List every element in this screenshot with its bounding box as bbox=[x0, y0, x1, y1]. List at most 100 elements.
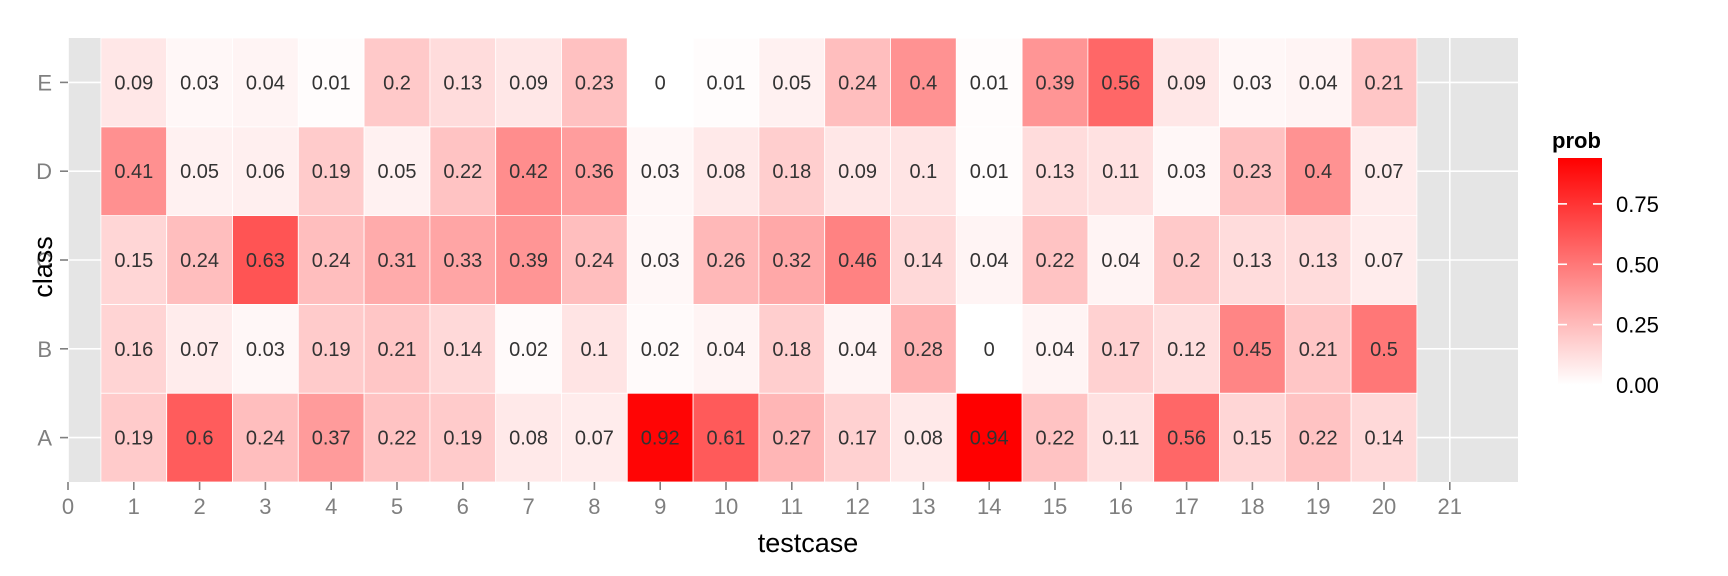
cell-value-label: 0.22 bbox=[1299, 428, 1338, 450]
x-axis-title: testcase bbox=[758, 528, 859, 558]
heatmap-cell bbox=[1350, 126, 1418, 217]
heatmap-cell bbox=[100, 37, 168, 128]
x-tick-label: 14 bbox=[977, 494, 1001, 519]
heatmap-cell bbox=[561, 215, 628, 305]
heatmap-cell bbox=[824, 37, 891, 128]
cell-value-label: 0.22 bbox=[443, 161, 482, 183]
cell-value-label: 0.09 bbox=[509, 72, 548, 94]
y-tick-label: B bbox=[37, 337, 52, 362]
cell-value-label: 0.26 bbox=[707, 250, 746, 272]
cell-value-label: 0.21 bbox=[1365, 72, 1404, 94]
heatmap-cell bbox=[1153, 126, 1220, 217]
cell-value-label: 0.56 bbox=[1167, 428, 1206, 450]
heatmap-tiles bbox=[100, 37, 1418, 483]
cell-value-label: 0.31 bbox=[378, 250, 417, 272]
heatmap-cell bbox=[100, 303, 168, 394]
cell-value-label: 0.03 bbox=[180, 72, 219, 94]
x-tick-label: 20 bbox=[1372, 494, 1396, 519]
legend-colorbar bbox=[1558, 158, 1602, 385]
cell-value-label: 0.63 bbox=[246, 250, 285, 272]
heatmap-cell bbox=[955, 303, 1023, 394]
x-tick-label: 10 bbox=[714, 494, 738, 519]
heatmap-cell bbox=[692, 126, 760, 217]
heatmap-cell bbox=[1350, 215, 1418, 305]
cell-value-label: 0.08 bbox=[509, 428, 548, 450]
cell-value-label: 0.01 bbox=[970, 72, 1009, 94]
heatmap-cell bbox=[363, 126, 431, 217]
heatmap-cell bbox=[1284, 126, 1352, 217]
heatmap-cell bbox=[297, 126, 365, 217]
cell-value-label: 0.07 bbox=[575, 428, 614, 450]
heatmap-cell bbox=[561, 126, 628, 217]
y-tick-label: C bbox=[36, 248, 52, 273]
x-tick-label: 0 bbox=[62, 494, 74, 519]
cell-value-label: 0.19 bbox=[312, 161, 351, 183]
heatmap-cell bbox=[890, 303, 957, 394]
cell-value-label: 0.56 bbox=[1101, 72, 1140, 94]
heatmap-cell bbox=[166, 303, 233, 394]
cell-value-label: 0.04 bbox=[1299, 72, 1338, 94]
cell-value-label: 0.36 bbox=[575, 161, 614, 183]
heatmap-cell bbox=[1087, 37, 1155, 128]
cell-value-label: 0.18 bbox=[772, 161, 811, 183]
cell-value-label: 0.05 bbox=[180, 161, 219, 183]
cell-value-label: 0.18 bbox=[772, 339, 811, 361]
cell-value-label: 0.13 bbox=[443, 72, 482, 94]
cell-value-label: 0.39 bbox=[1036, 72, 1075, 94]
heatmap-cell bbox=[758, 126, 826, 217]
heatmap-cell bbox=[1219, 37, 1286, 128]
heatmap-cell bbox=[1087, 126, 1155, 217]
cell-value-label: 0.32 bbox=[772, 250, 811, 272]
cell-value-label: 0.09 bbox=[114, 72, 153, 94]
heatmap-cell bbox=[1350, 392, 1418, 483]
heatmap-cell bbox=[100, 126, 168, 217]
heatmap-cell bbox=[626, 215, 694, 305]
heatmap-cell bbox=[890, 37, 957, 128]
x-axis: 0 1 2 3 4 5 6 7 8 9 10 11 12 13 14 15 16 17 18 19 20 21 bbox=[62, 482, 1462, 519]
heatmap-cell bbox=[1350, 37, 1418, 128]
x-tick-label: 18 bbox=[1240, 494, 1264, 519]
cell-value-label: 0.01 bbox=[970, 161, 1009, 183]
heatmap-cell bbox=[297, 215, 365, 305]
cell-value-label: 0.22 bbox=[1036, 250, 1075, 272]
cell-value-label: 0.13 bbox=[1299, 250, 1338, 272]
x-tick-label: 7 bbox=[522, 494, 534, 519]
heatmap-cell bbox=[626, 126, 694, 217]
heatmap-cell bbox=[955, 37, 1023, 128]
x-tick-label: 16 bbox=[1109, 494, 1133, 519]
cell-value-label: 0.4 bbox=[1304, 161, 1332, 183]
cell-value-label: 0.2 bbox=[1173, 250, 1201, 272]
heatmap-cell bbox=[363, 37, 431, 128]
heatmap-cell bbox=[758, 303, 826, 394]
heatmap-cell bbox=[824, 303, 891, 394]
heatmap-cell bbox=[1021, 37, 1089, 128]
x-tick-label: 5 bbox=[391, 494, 403, 519]
heatmap-cell bbox=[363, 392, 431, 483]
heatmap-cell bbox=[232, 126, 299, 217]
heatmap-cell bbox=[890, 392, 957, 483]
heatmap-cell bbox=[955, 215, 1023, 305]
cell-value-label: 0.12 bbox=[1167, 339, 1206, 361]
cell-value-label: 0.13 bbox=[1233, 250, 1272, 272]
legend-tick-label: 0.50 bbox=[1616, 252, 1659, 277]
heatmap-cell bbox=[1021, 126, 1089, 217]
cell-value-label: 0.16 bbox=[114, 339, 153, 361]
heatmap-cell bbox=[692, 303, 760, 394]
cell-value-label: 0.01 bbox=[312, 72, 351, 94]
cell-value-label: 0.09 bbox=[838, 161, 877, 183]
cell-value-label: 0.02 bbox=[509, 339, 548, 361]
cell-value-label: 0.03 bbox=[641, 250, 680, 272]
cell-value-label: 0.04 bbox=[970, 250, 1009, 272]
heatmap-cell bbox=[232, 392, 299, 483]
heatmap-cell bbox=[1284, 303, 1352, 394]
x-tick-label: 4 bbox=[325, 494, 337, 519]
cell-value-label: 0.21 bbox=[1299, 339, 1338, 361]
cell-value-label: 0.1 bbox=[909, 161, 937, 183]
x-tick-label: 2 bbox=[193, 494, 205, 519]
cell-value-label: 0.24 bbox=[312, 250, 351, 272]
cell-value-label: 0.22 bbox=[1036, 428, 1075, 450]
cell-value-label: 0.19 bbox=[443, 428, 482, 450]
heatmap-cell bbox=[297, 303, 365, 394]
cell-value-label: 0.4 bbox=[909, 72, 937, 94]
heatmap-cell bbox=[692, 37, 760, 128]
